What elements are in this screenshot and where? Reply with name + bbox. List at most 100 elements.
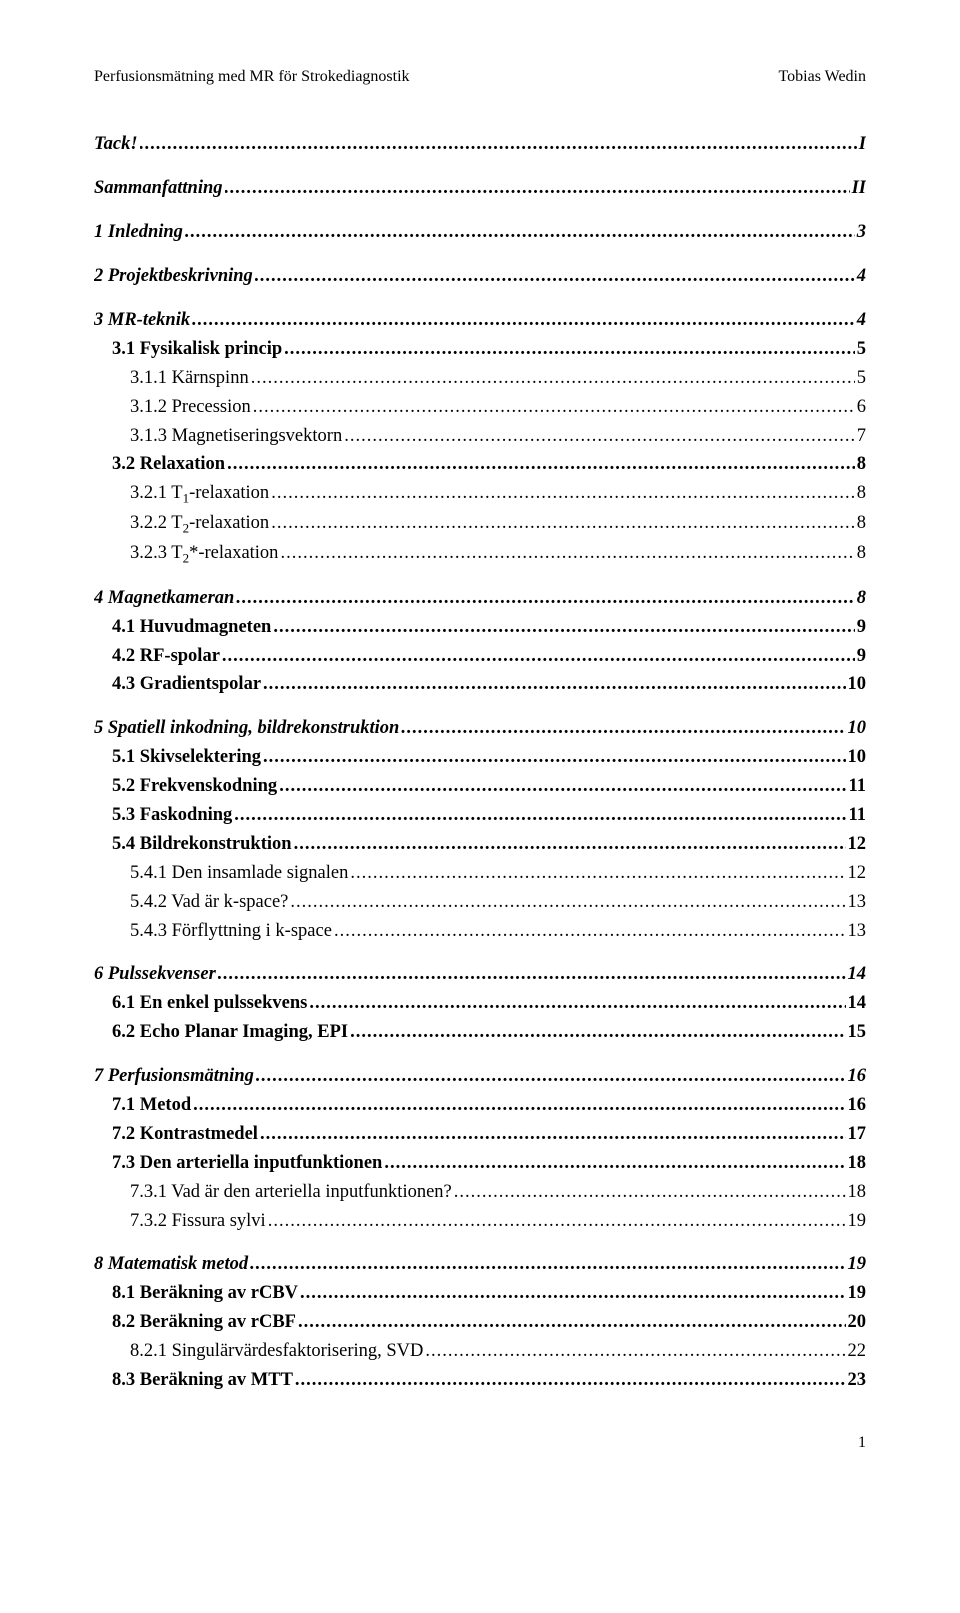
toc-entry: 5.1 Skivselektering 10 (94, 745, 866, 771)
header-right: Tobias Wedin (778, 66, 866, 88)
toc-entry: 6.1 En enkel pulssekvens14 (94, 991, 866, 1017)
toc-entry: 2 Projektbeskrivning4 (94, 264, 866, 290)
toc-entry: 8.3 Beräkning av MTT23 (94, 1368, 866, 1394)
toc-page: 14 (848, 991, 867, 1017)
toc-leader (284, 337, 855, 363)
page-number: 1 (94, 1432, 866, 1454)
toc-entry: 7.2 Kontrastmedel17 (94, 1122, 866, 1148)
toc-page: 20 (848, 1310, 867, 1336)
toc-leader (280, 541, 854, 567)
toc-leader (279, 774, 846, 800)
toc-leader (263, 745, 845, 771)
toc-entry: 7.3.1 Vad är den arteriella inputfunktio… (94, 1180, 866, 1206)
toc-leader (309, 991, 845, 1017)
toc-label: 5 Spatiell inkodning, bildrekonstruktion (94, 716, 399, 742)
toc-label: 7 Perfusionsmätning (94, 1064, 254, 1090)
toc-label: 7.3.2 Fissura sylvi (130, 1209, 266, 1235)
toc-entry: 5.3 Faskodning11 (94, 803, 866, 829)
toc-page: 16 (848, 1093, 867, 1119)
toc-page: 10 (848, 745, 867, 771)
toc-page: 13 (848, 890, 867, 916)
toc-entry: 3.1.2 Precession6 (94, 395, 866, 421)
toc-page: 6 (857, 395, 866, 421)
toc-page: 9 (857, 644, 866, 670)
toc-leader (273, 615, 854, 641)
toc-label: 8 Matematisk metod (94, 1252, 248, 1278)
toc-leader (425, 1339, 845, 1365)
toc-page: 13 (848, 919, 867, 945)
toc-entry: 5.4.1 Den insamlade signalen12 (94, 861, 866, 887)
toc-entry: 3.1.3 Magnetiseringsvektorn7 (94, 424, 866, 450)
toc-page: 10 (848, 672, 867, 698)
toc-entry: 3.2.3 T2*-relaxation8 (94, 541, 866, 568)
toc-leader (350, 861, 845, 887)
toc-label: 4.2 RF-spolar (112, 644, 220, 670)
toc-entry: 5 Spatiell inkodning, bildrekonstruktion… (94, 716, 866, 742)
toc-leader (236, 586, 854, 612)
toc-page: 11 (849, 774, 866, 800)
toc-page: 15 (848, 1020, 867, 1046)
toc-leader (193, 1093, 845, 1119)
toc-page: 10 (848, 716, 867, 742)
toc-leader (271, 511, 855, 537)
toc-page: 19 (848, 1209, 867, 1235)
toc-label: 5.4.1 Den insamlade signalen (130, 861, 348, 887)
toc-leader (300, 1281, 845, 1307)
toc-page: 5 (857, 337, 866, 363)
toc-leader (401, 716, 845, 742)
toc-label: 3.1.3 Magnetiseringsvektorn (130, 424, 342, 450)
toc-page: 4 (857, 308, 866, 334)
toc-label: 5.3 Faskodning (112, 803, 232, 829)
toc-entry: Tack!I (94, 132, 866, 158)
toc-label: 6.2 Echo Planar Imaging, EPI (112, 1020, 348, 1046)
toc-label: 8.2 Beräkning av rCBF (112, 1310, 296, 1336)
toc-entry: 4 Magnetkameran 8 (94, 586, 866, 612)
toc-leader (294, 832, 846, 858)
toc-leader (255, 264, 855, 290)
toc-leader (256, 1064, 846, 1090)
toc-page: 8 (857, 481, 866, 507)
header-left: Perfusionsmätning med MR för Strokediagn… (94, 66, 410, 88)
toc-leader (454, 1180, 846, 1206)
toc-leader (290, 890, 845, 916)
toc-page: 17 (848, 1122, 867, 1148)
toc-leader (185, 220, 855, 246)
toc-entry: 3.1 Fysikalisk princip5 (94, 337, 866, 363)
toc-entry: 7.3.2 Fissura sylvi 19 (94, 1209, 866, 1235)
toc-leader (250, 1252, 845, 1278)
toc-page: 14 (848, 962, 867, 988)
toc-entry: 5.2 Frekvenskodning 11 (94, 774, 866, 800)
toc-page: 4 (857, 264, 866, 290)
toc-leader (350, 1020, 845, 1046)
toc-entry: SammanfattningII (94, 176, 866, 202)
toc-label: 7.3.1 Vad är den arteriella inputfunktio… (130, 1180, 452, 1206)
toc-label: 5.2 Frekvenskodning (112, 774, 277, 800)
toc-label: 4 Magnetkameran (94, 586, 234, 612)
toc-leader (334, 919, 846, 945)
toc-page: 16 (848, 1064, 867, 1090)
toc-label: 5.1 Skivselektering (112, 745, 261, 771)
toc-entry: 3.2.1 T1-relaxation8 (94, 481, 866, 508)
toc-leader (225, 176, 850, 202)
toc-label: 8.1 Beräkning av rCBV (112, 1281, 298, 1307)
toc-leader (140, 132, 857, 158)
table-of-contents: Tack!ISammanfattningII1 Inledning32 Proj… (94, 132, 866, 1394)
toc-leader (227, 452, 855, 478)
toc-entry: 7 Perfusionsmätning 16 (94, 1064, 866, 1090)
toc-label: 4.1 Huvudmagneten (112, 615, 271, 641)
toc-leader (192, 308, 855, 334)
toc-label: 7.1 Metod (112, 1093, 191, 1119)
toc-entry: 7.3 Den arteriella inputfunktionen18 (94, 1151, 866, 1177)
toc-entry: 4.2 RF-spolar 9 (94, 644, 866, 670)
toc-entry: 5.4.3 Förflyttning i k-space13 (94, 919, 866, 945)
toc-page: 18 (848, 1151, 867, 1177)
toc-page: 19 (848, 1281, 867, 1307)
toc-entry: 3 MR-teknik4 (94, 308, 866, 334)
toc-page: 23 (848, 1368, 867, 1394)
toc-label: 4.3 Gradientspolar (112, 672, 261, 698)
toc-page: 8 (857, 511, 866, 537)
toc-entry: 8 Matematisk metod19 (94, 1252, 866, 1278)
toc-entry: 3.2.2 T2-relaxation8 (94, 511, 866, 538)
toc-page: II (852, 176, 866, 202)
toc-page: 8 (857, 586, 866, 612)
